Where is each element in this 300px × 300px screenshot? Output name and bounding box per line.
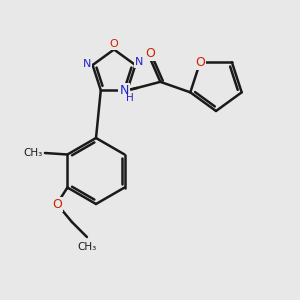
Text: O: O xyxy=(195,56,205,69)
Text: CH₃: CH₃ xyxy=(23,148,43,158)
Text: N: N xyxy=(83,58,92,68)
Text: N: N xyxy=(119,84,129,97)
Text: H: H xyxy=(126,93,134,103)
Text: O: O xyxy=(145,47,155,60)
Text: CH₃: CH₃ xyxy=(77,242,97,251)
Text: O: O xyxy=(52,197,62,211)
Text: N: N xyxy=(135,57,143,67)
Text: O: O xyxy=(110,39,118,49)
